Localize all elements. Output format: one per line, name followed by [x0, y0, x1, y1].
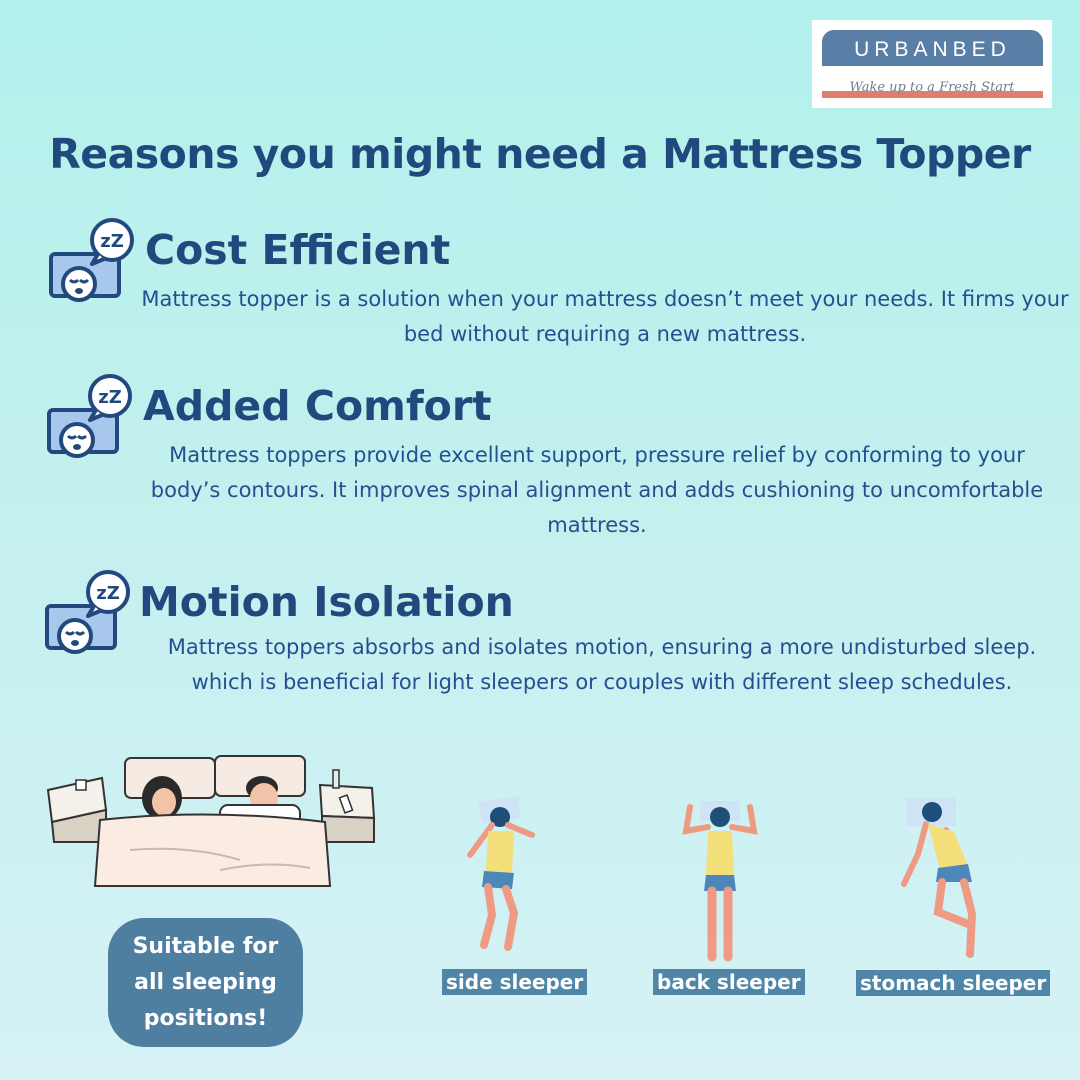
label-side-sleeper: side sleeper [442, 969, 588, 995]
section-heading-added-comfort: Added Comfort [143, 382, 492, 430]
back-sleeper-illustration [680, 797, 760, 962]
brand-logo: URBANBED Wake up to a Fresh Start [812, 20, 1052, 108]
suitable-positions-badge: Suitable for all sleeping positions! [108, 918, 303, 1047]
brand-tagline: Wake up to a Fresh Start [849, 80, 1015, 95]
section-body-added-comfort: Mattress toppers provide excellent suppo… [150, 443, 1044, 537]
logo-stripe [822, 91, 1043, 98]
label-stomach-sleeper: stomach sleeper [856, 970, 1051, 996]
section-body-motion-isolation: Mattress toppers absorbs and isolates mo… [167, 635, 1037, 694]
section-body-cost-efficient: Mattress topper is a solution when your … [141, 287, 1069, 346]
label-back-sleeper: back sleeper [653, 969, 805, 995]
sleeping-face-icon: zZ [42, 566, 138, 658]
logo-banner: URBANBED [822, 30, 1043, 66]
section-heading-motion-isolation: Motion Isolation [139, 578, 514, 626]
svg-text:zZ: zZ [98, 387, 122, 408]
couple-in-bed-illustration [40, 750, 390, 890]
side-sleeper-illustration [462, 795, 552, 955]
page-title: Reasons you might need a Mattress Topper [49, 130, 1031, 178]
stomach-sleeper-illustration [898, 794, 988, 962]
badge-text: Suitable for all sleeping positions! [132, 933, 279, 1031]
sleeping-face-icon: zZ [44, 370, 140, 462]
brand-name: URBANBED [854, 38, 1011, 61]
section-heading-cost-efficient: Cost Efficient [145, 226, 451, 274]
svg-text:zZ: zZ [96, 583, 120, 604]
svg-text:zZ: zZ [100, 231, 124, 252]
sleeping-face-icon: zZ [46, 214, 142, 306]
